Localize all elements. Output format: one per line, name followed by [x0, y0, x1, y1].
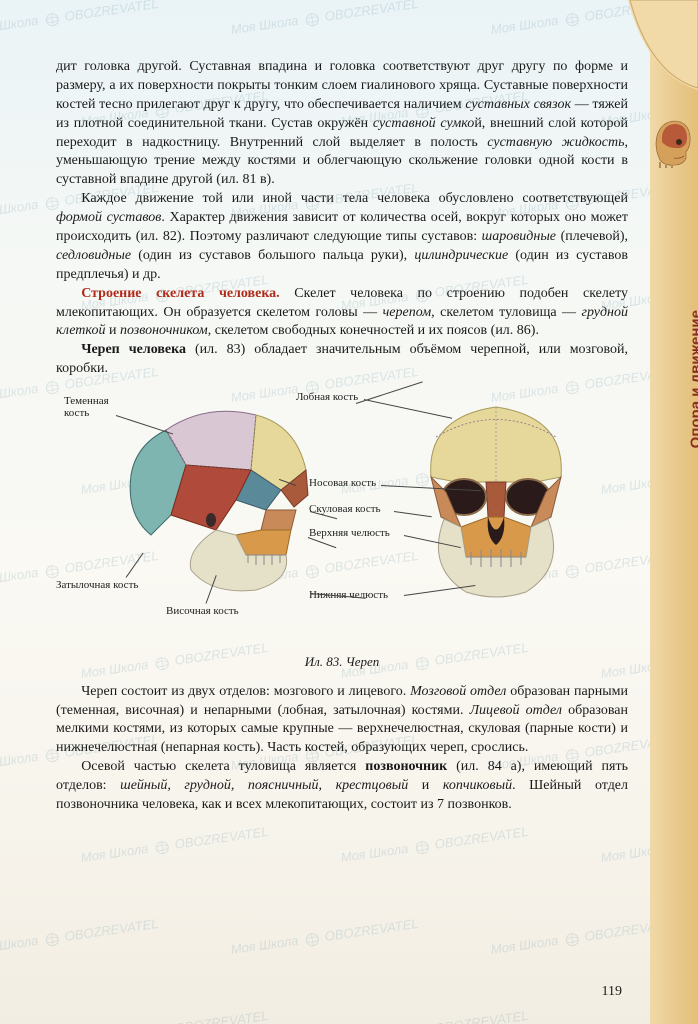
figure-83-skull: Теменнаякость Лобная кость Носовая кость…	[56, 389, 628, 649]
skull-frontal-view	[406, 397, 586, 612]
paragraph-5: Череп состоит из двух отделов: мозгового…	[56, 683, 628, 759]
page-content: дит головка другой. Суставная впадина и …	[0, 0, 698, 835]
label-parietal: Теменнаякость	[64, 395, 109, 419]
paragraph-2: Каждое движение той или иной части тела …	[56, 190, 628, 284]
paragraph-4: Череп человека (ил. 83) обладает значите…	[56, 341, 628, 379]
label-nasal: Носовая кость	[309, 477, 376, 489]
paragraph-6: Осевой частью скелета туловища является …	[56, 758, 628, 815]
label-temporal: Височная кость	[166, 605, 239, 617]
section-heading: Строение скелета человека.	[81, 286, 280, 301]
figure-caption: Ил. 83. Череп	[56, 653, 628, 671]
label-mandible: Нижняя челюсть	[309, 589, 388, 601]
paragraph-1: дит головка другой. Суставная впадина и …	[56, 58, 628, 190]
label-occipital: Затылочная кость	[56, 579, 138, 591]
page-number: 119	[602, 983, 622, 1002]
skull-lateral-view	[116, 395, 326, 615]
paragraph-3: Строение скелета человека. Скелет челове…	[56, 285, 628, 342]
label-frontal: Лобная кость	[296, 391, 358, 403]
label-maxilla: Верхняя челюсть	[309, 527, 390, 539]
